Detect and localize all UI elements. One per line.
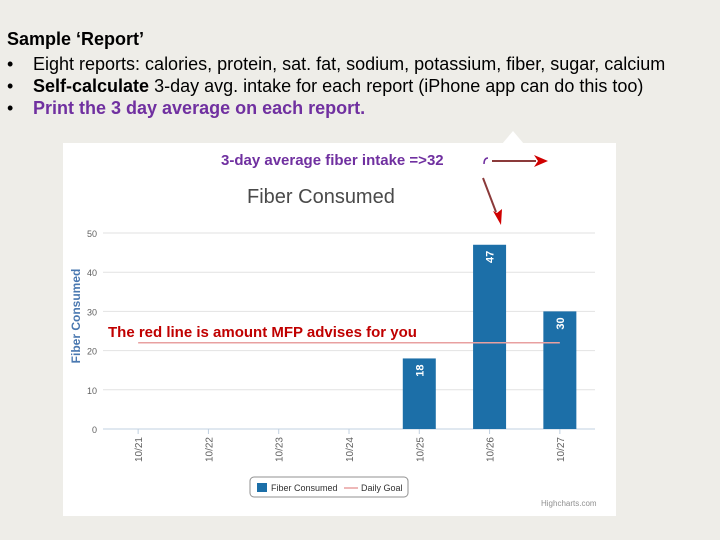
y-axis-label: Fiber Consumed bbox=[69, 269, 83, 364]
bullet-marker: • bbox=[7, 98, 14, 118]
bullet-text: 3-day avg. intake for each report (iPhon… bbox=[149, 76, 644, 96]
fiber-chart: Fiber Consumed Fiber Consumed 0 10 20 30 40 5… bbox=[69, 186, 597, 508]
bullet-text: Eight reports: calories, protein, sat. f… bbox=[33, 54, 666, 74]
x-tick-label: 10/25 bbox=[415, 437, 426, 462]
y-tick-label: 20 bbox=[87, 347, 97, 357]
red-line-annotation: The red line is amount MFP advises for y… bbox=[108, 324, 417, 341]
y-tick-label: 30 bbox=[87, 307, 97, 317]
bar bbox=[543, 311, 577, 429]
x-tick-label: 10/23 bbox=[275, 437, 286, 462]
bullet-item: • Eight reports: calories, protein, sat.… bbox=[7, 53, 719, 75]
bullet-item: • Print the 3 day average on each report… bbox=[7, 97, 719, 119]
y-tick-label: 50 bbox=[87, 229, 97, 239]
callout-pointer bbox=[502, 131, 524, 144]
bullet-bold-text: Self-calculate bbox=[33, 76, 150, 96]
bar bbox=[402, 358, 436, 429]
bullet-marker: • bbox=[7, 54, 14, 74]
chart-credit[interactable]: Highcharts.com bbox=[541, 499, 597, 508]
y-tick-label: 0 bbox=[92, 425, 97, 435]
bar-data-label: 47 bbox=[485, 251, 497, 263]
legend-swatch-bar bbox=[257, 483, 267, 492]
bar-data-label: 18 bbox=[414, 364, 426, 376]
bullet-item: • Self-calculate 3-day avg. intake for e… bbox=[7, 75, 719, 97]
slide-heading: Sample ‘Report’ bbox=[7, 29, 145, 49]
x-tick-label: 10/24 bbox=[345, 437, 356, 462]
bullet-marker: • bbox=[7, 76, 14, 96]
chart-screenshot: Fiber Consumed Fiber Consumed 0 10 20 30 40 5… bbox=[63, 143, 616, 516]
bar-data-label: 30 bbox=[555, 317, 567, 329]
bullet-purple-text: Print the 3 day average on each report. bbox=[33, 98, 366, 118]
legend-label: Daily Goal bbox=[361, 483, 403, 493]
chart-title: Fiber Consumed bbox=[247, 186, 395, 208]
x-tick-label: 10/22 bbox=[204, 437, 215, 462]
bullet-list: • Eight reports: calories, protein, sat.… bbox=[7, 53, 719, 119]
legend-box bbox=[249, 476, 409, 498]
chart-legend[interactable]: Fiber Consumed Daily Goal bbox=[249, 476, 409, 498]
y-tick-labels: 0 10 20 30 40 50 bbox=[87, 229, 97, 435]
bar bbox=[473, 244, 507, 429]
x-tick-label: 10/21 bbox=[134, 437, 145, 462]
y-tick-label: 10 bbox=[87, 386, 97, 396]
x-tick-label: 10/26 bbox=[486, 437, 497, 462]
bars: 18 47 30 bbox=[402, 244, 577, 429]
legend-label: Fiber Consumed bbox=[271, 483, 338, 493]
y-tick-label: 40 bbox=[87, 268, 97, 278]
x-tick-labels: 10/21 10/22 10/23 10/24 10/25 10/26 10/27 bbox=[134, 429, 567, 462]
fiber-average-annotation: 3-day average fiber intake =>32 bbox=[221, 152, 444, 169]
x-tick-label: 10/27 bbox=[556, 437, 567, 462]
